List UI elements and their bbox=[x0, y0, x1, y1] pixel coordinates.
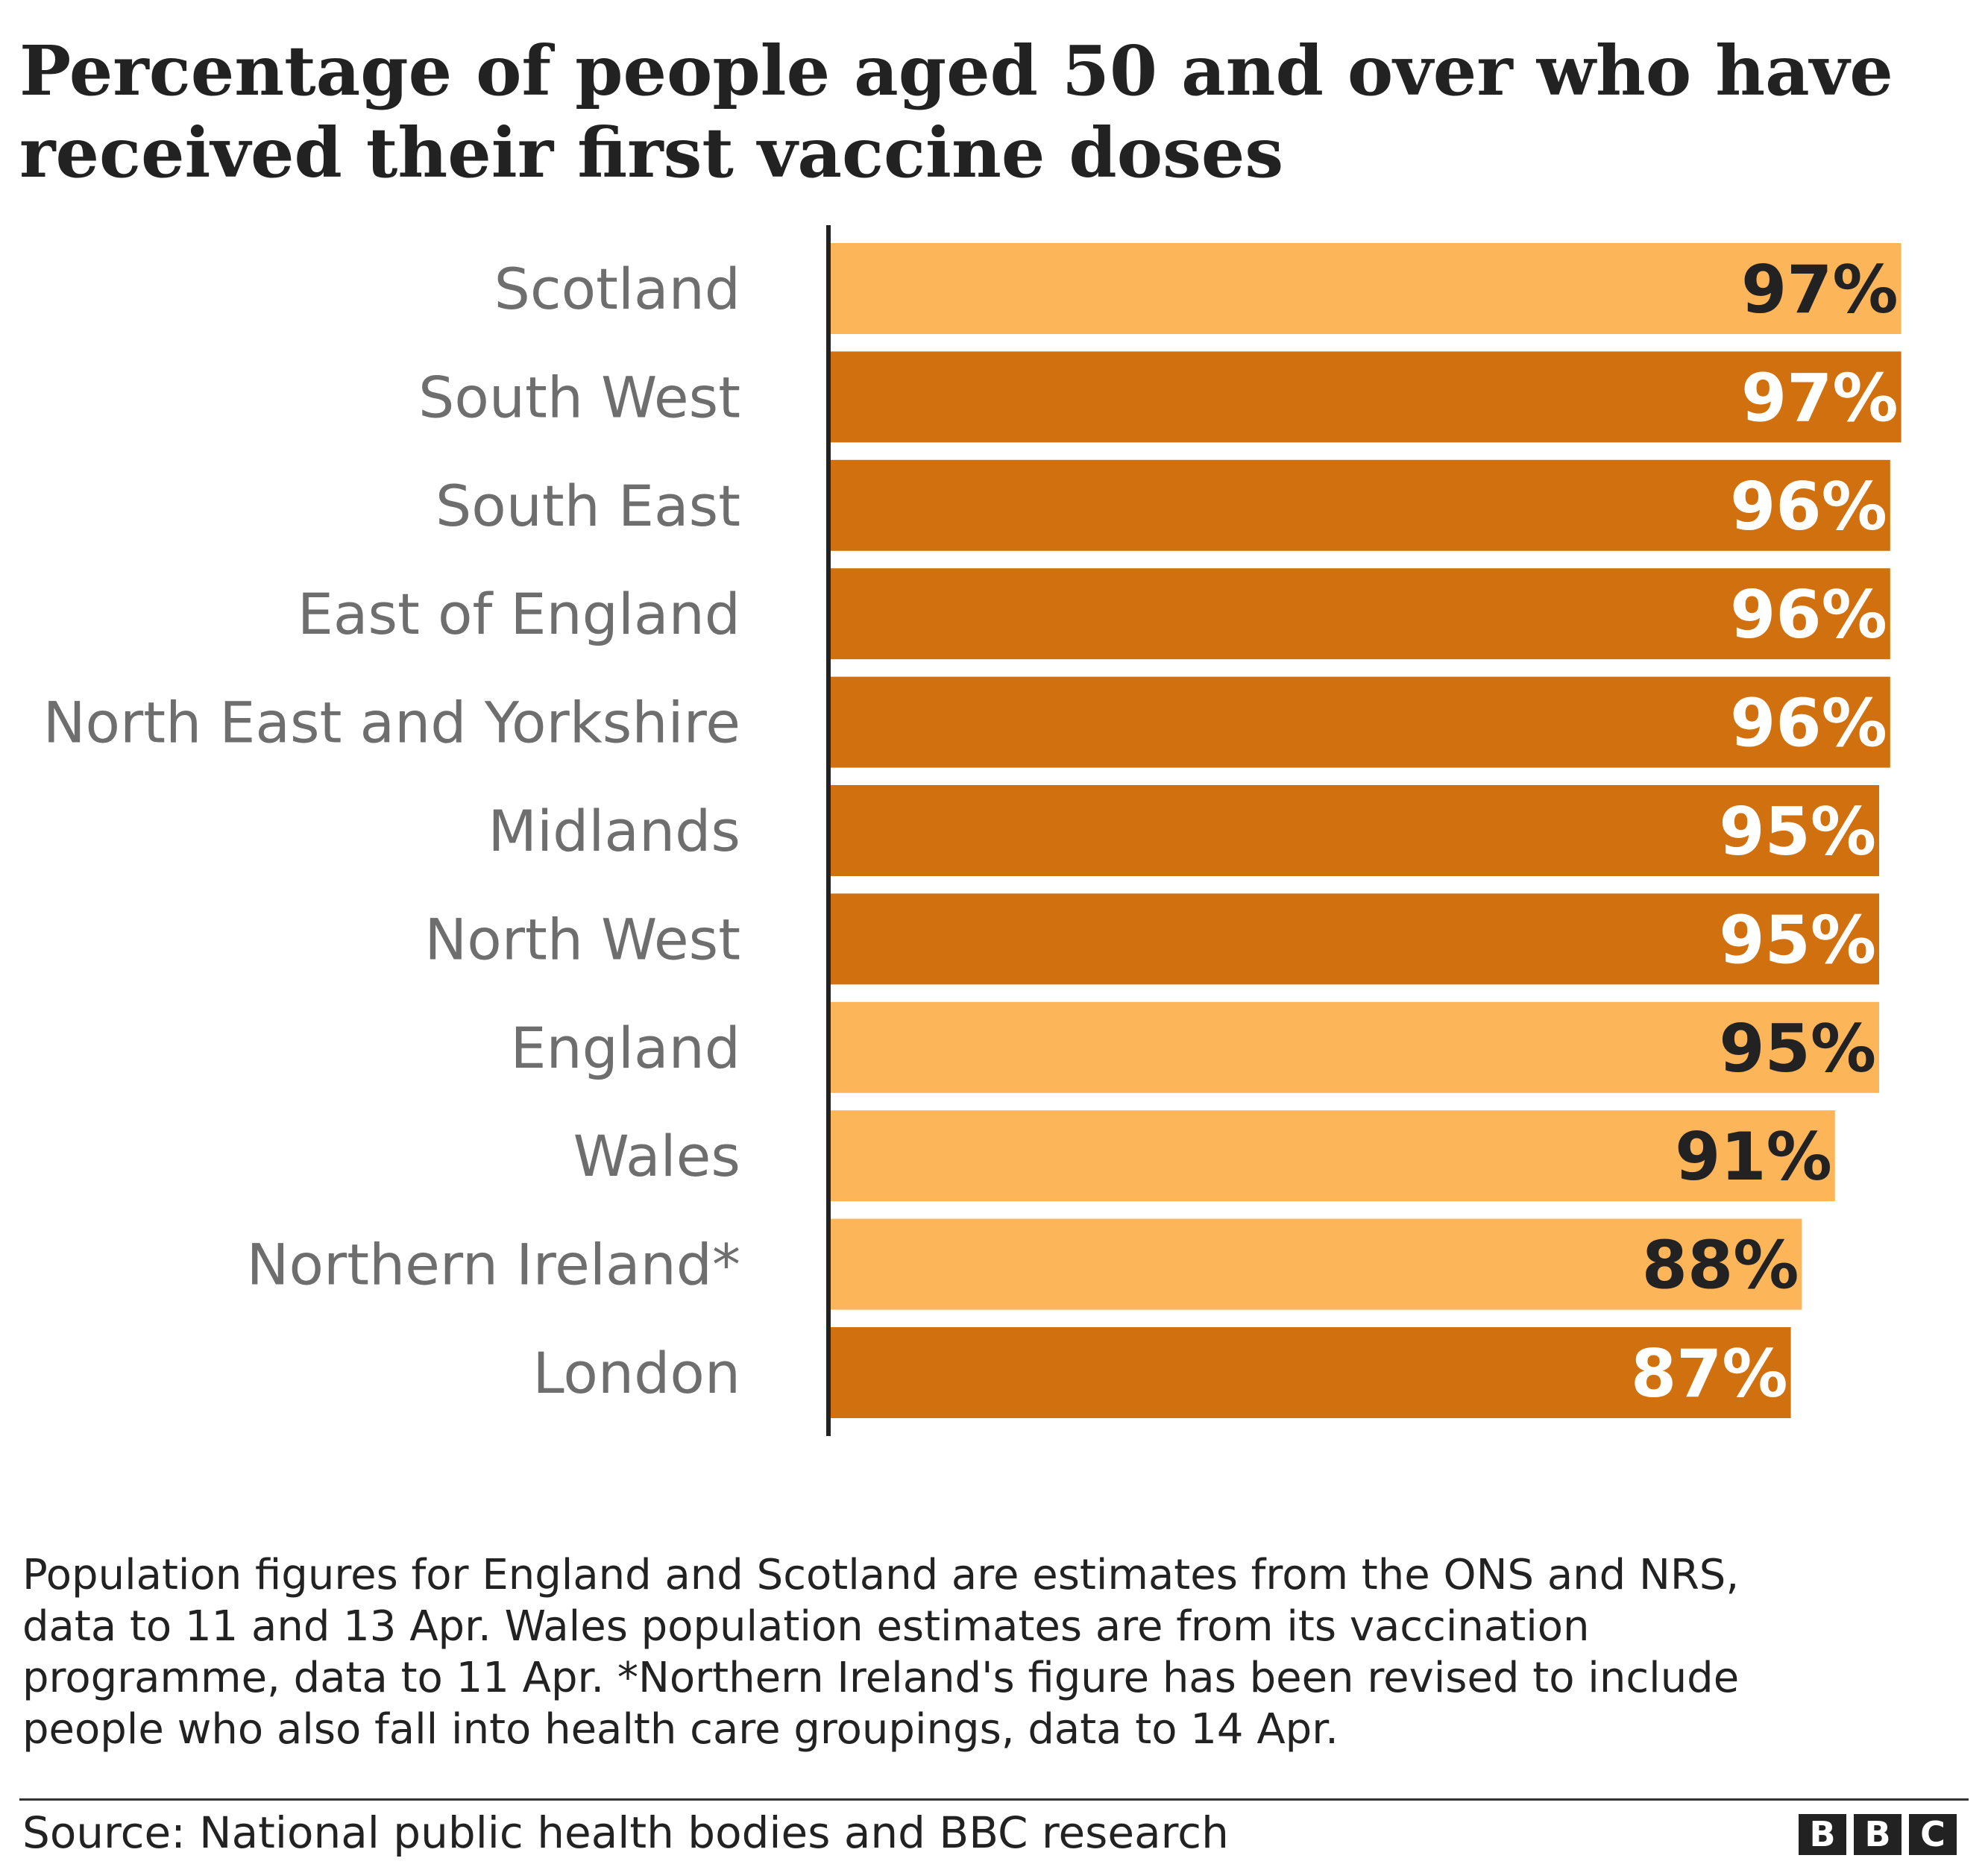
bar-group: South West 97% bbox=[418, 351, 1902, 443]
bar bbox=[831, 1001, 1879, 1093]
value-label: 97% bbox=[1741, 251, 1899, 328]
bar bbox=[831, 785, 1879, 876]
bbc-logo: B B C bbox=[1799, 1814, 1957, 1855]
bar bbox=[831, 568, 1890, 660]
value-label: 96% bbox=[1730, 468, 1887, 545]
category-label: South West bbox=[418, 364, 740, 430]
value-label: 96% bbox=[1730, 685, 1887, 762]
bar-group: North West 95% bbox=[424, 893, 1879, 985]
value-label: 96% bbox=[1730, 576, 1887, 653]
category-label: Wales bbox=[573, 1123, 740, 1189]
category-label: London bbox=[532, 1340, 740, 1406]
bbc-logo-letter: B bbox=[1854, 1814, 1902, 1855]
value-label: 87% bbox=[1631, 1335, 1788, 1412]
bar-group: Scotland 97% bbox=[494, 243, 1902, 334]
bar-group: England 95% bbox=[510, 1001, 1879, 1093]
category-label: Northern Ireland* bbox=[247, 1232, 740, 1298]
bar bbox=[831, 459, 1890, 551]
category-label: England bbox=[510, 1015, 740, 1081]
category-label: East of England bbox=[298, 581, 740, 647]
bar-group: Wales 91% bbox=[573, 1110, 1835, 1202]
category-label: North West bbox=[424, 906, 740, 972]
bar-group: Northern Ireland* 88% bbox=[247, 1218, 1802, 1310]
value-label: 97% bbox=[1741, 359, 1899, 436]
category-label: North East and Yorkshire bbox=[43, 690, 740, 756]
bar bbox=[831, 1110, 1835, 1202]
bar-group: South East 96% bbox=[435, 459, 1890, 551]
source-text: Source: National public health bodies an… bbox=[22, 1807, 1229, 1858]
value-label: 91% bbox=[1675, 1118, 1832, 1195]
value-label: 95% bbox=[1719, 793, 1876, 870]
bar bbox=[831, 1218, 1802, 1310]
bar-group: East of England 96% bbox=[298, 568, 1890, 660]
category-label: South East bbox=[435, 473, 740, 539]
chart-title: Percentage of people aged 50 and over wh… bbox=[19, 31, 1893, 193]
category-label: Midlands bbox=[488, 798, 740, 864]
bar-chart: Scotland 97%South West 97%South East 96%Eas… bbox=[43, 225, 1902, 1436]
bar bbox=[831, 1327, 1791, 1418]
footer-divider bbox=[19, 1798, 1969, 1801]
bar-group: North East and Yorkshire 96% bbox=[43, 676, 1890, 768]
bbc-logo-letter: B bbox=[1799, 1814, 1846, 1855]
bar bbox=[831, 893, 1879, 985]
bar bbox=[831, 676, 1890, 768]
value-label: 95% bbox=[1719, 1010, 1876, 1087]
footnote: Population figures for England and Scotl… bbox=[22, 1551, 1740, 1754]
category-label: Scotland bbox=[494, 256, 740, 322]
value-label: 95% bbox=[1719, 901, 1876, 978]
bar-group: Midlands 95% bbox=[488, 785, 1879, 876]
bar bbox=[831, 351, 1902, 443]
bar-group: London 87% bbox=[532, 1327, 1791, 1418]
bbc-logo-letter: C bbox=[1909, 1814, 1957, 1855]
value-label: 88% bbox=[1642, 1227, 1799, 1304]
bar bbox=[831, 243, 1902, 334]
